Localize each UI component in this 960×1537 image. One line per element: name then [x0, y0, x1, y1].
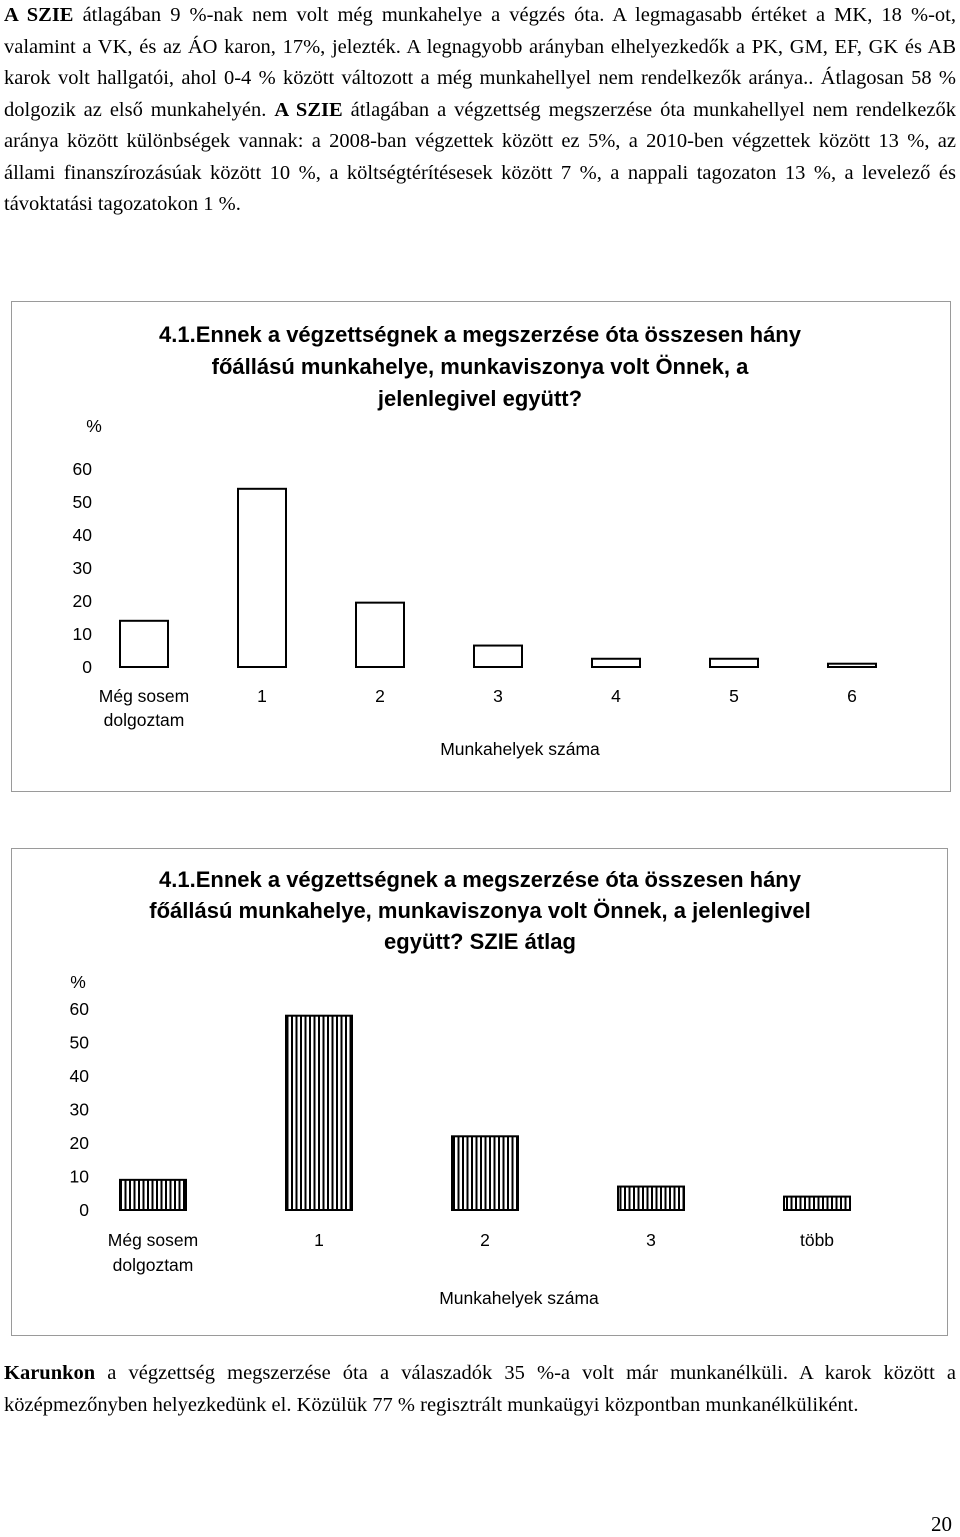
y-tick-label: 0 — [79, 1200, 89, 1220]
x-tick-label: 1 — [257, 686, 267, 706]
bar — [451, 1135, 519, 1211]
bar — [237, 487, 287, 668]
chart-title-line: 4.1.Ennek a végzettségnek a megszerzése … — [159, 322, 802, 347]
y-tick-label: 10 — [73, 624, 93, 644]
bar — [285, 1014, 353, 1211]
bar — [827, 662, 877, 669]
x-tick-label: Még sosem — [99, 686, 189, 706]
y-tick-label: 30 — [70, 1100, 90, 1120]
paragraph-text: átlagában a végzettség megszerzése óta m… — [4, 98, 957, 216]
y-tick-label: 20 — [73, 591, 93, 611]
closing-paragraph: Karunkon a végzettség megszerzése óta a … — [4, 1358, 956, 1421]
intro-paragraph: A SZIE átlagában 9 %-nak nem volt még mu… — [4, 0, 956, 221]
chart-title-line: jelenlegivel együtt? — [377, 386, 582, 411]
x-tick-label: dolgoztam — [113, 1255, 194, 1275]
y-tick-label: 60 — [70, 999, 90, 1019]
paragraph-text: átlagában 9 %-nak nem volt még munkahely… — [4, 4, 956, 121]
x-tick-label: több — [800, 1230, 834, 1250]
lead-text: A SZIE — [4, 4, 74, 26]
chart-2: 4.1.Ennek a végzettségnek a megszerzése … — [70, 867, 851, 1308]
lead-text: Karunkon — [4, 1362, 96, 1384]
bar — [355, 601, 405, 668]
x-tick-label: 2 — [480, 1230, 490, 1250]
y-tick-label: 20 — [70, 1133, 90, 1153]
bar — [591, 657, 641, 668]
bar — [119, 1178, 187, 1212]
paragraph-text: a végzettség megszerzése óta a válaszadó… — [4, 1362, 956, 1416]
y-tick-label: 10 — [70, 1167, 90, 1187]
bar — [473, 644, 523, 668]
bar — [783, 1195, 851, 1212]
y-tick-label: 50 — [73, 492, 93, 512]
chart-title-line: főállású munkahelye, munkaviszonya volt … — [212, 354, 749, 379]
chart-1-frame: 4.1.Ennek a végzettségnek a megszerzése … — [11, 301, 951, 792]
chart-2-frame: 4.1.Ennek a végzettségnek a megszerzése … — [11, 848, 948, 1336]
lead-text: A SZIE — [274, 98, 343, 121]
chart-title-line: 4.1.Ennek a végzettségnek a megszerzése … — [159, 867, 802, 892]
x-tick-label: 4 — [611, 686, 621, 706]
y-tick-label: 40 — [70, 1066, 90, 1086]
x-tick-label: 3 — [646, 1230, 656, 1250]
x-tick-label: dolgoztam — [104, 710, 185, 730]
x-tick-label: Még sosem — [108, 1230, 198, 1250]
x-tick-label: 3 — [493, 686, 503, 706]
y-axis-label: % — [70, 972, 86, 992]
chart-title-line: főállású munkahelye, munkaviszonya volt … — [149, 898, 810, 923]
bar — [709, 657, 759, 668]
chart-title-line: együtt? SZIE átlag — [384, 929, 576, 954]
x-tick-label: 2 — [375, 686, 385, 706]
x-tick-label: 6 — [847, 686, 857, 706]
x-tick-label: 1 — [314, 1230, 324, 1250]
y-axis-label: % — [86, 416, 102, 436]
bar — [119, 619, 169, 668]
bar — [617, 1185, 685, 1211]
page-number: 20 — [931, 1512, 952, 1536]
y-tick-label: 60 — [73, 459, 93, 479]
x-axis-label: Munkahelyek száma — [440, 739, 600, 759]
x-tick-label: 5 — [729, 686, 739, 706]
x-axis-label: Munkahelyek száma — [439, 1288, 599, 1308]
y-tick-label: 50 — [70, 1033, 90, 1053]
y-tick-label: 30 — [73, 558, 93, 578]
y-tick-label: 40 — [73, 525, 93, 545]
chart-1: 4.1.Ennek a végzettségnek a megszerzése … — [73, 322, 877, 759]
y-tick-label: 0 — [82, 657, 92, 677]
